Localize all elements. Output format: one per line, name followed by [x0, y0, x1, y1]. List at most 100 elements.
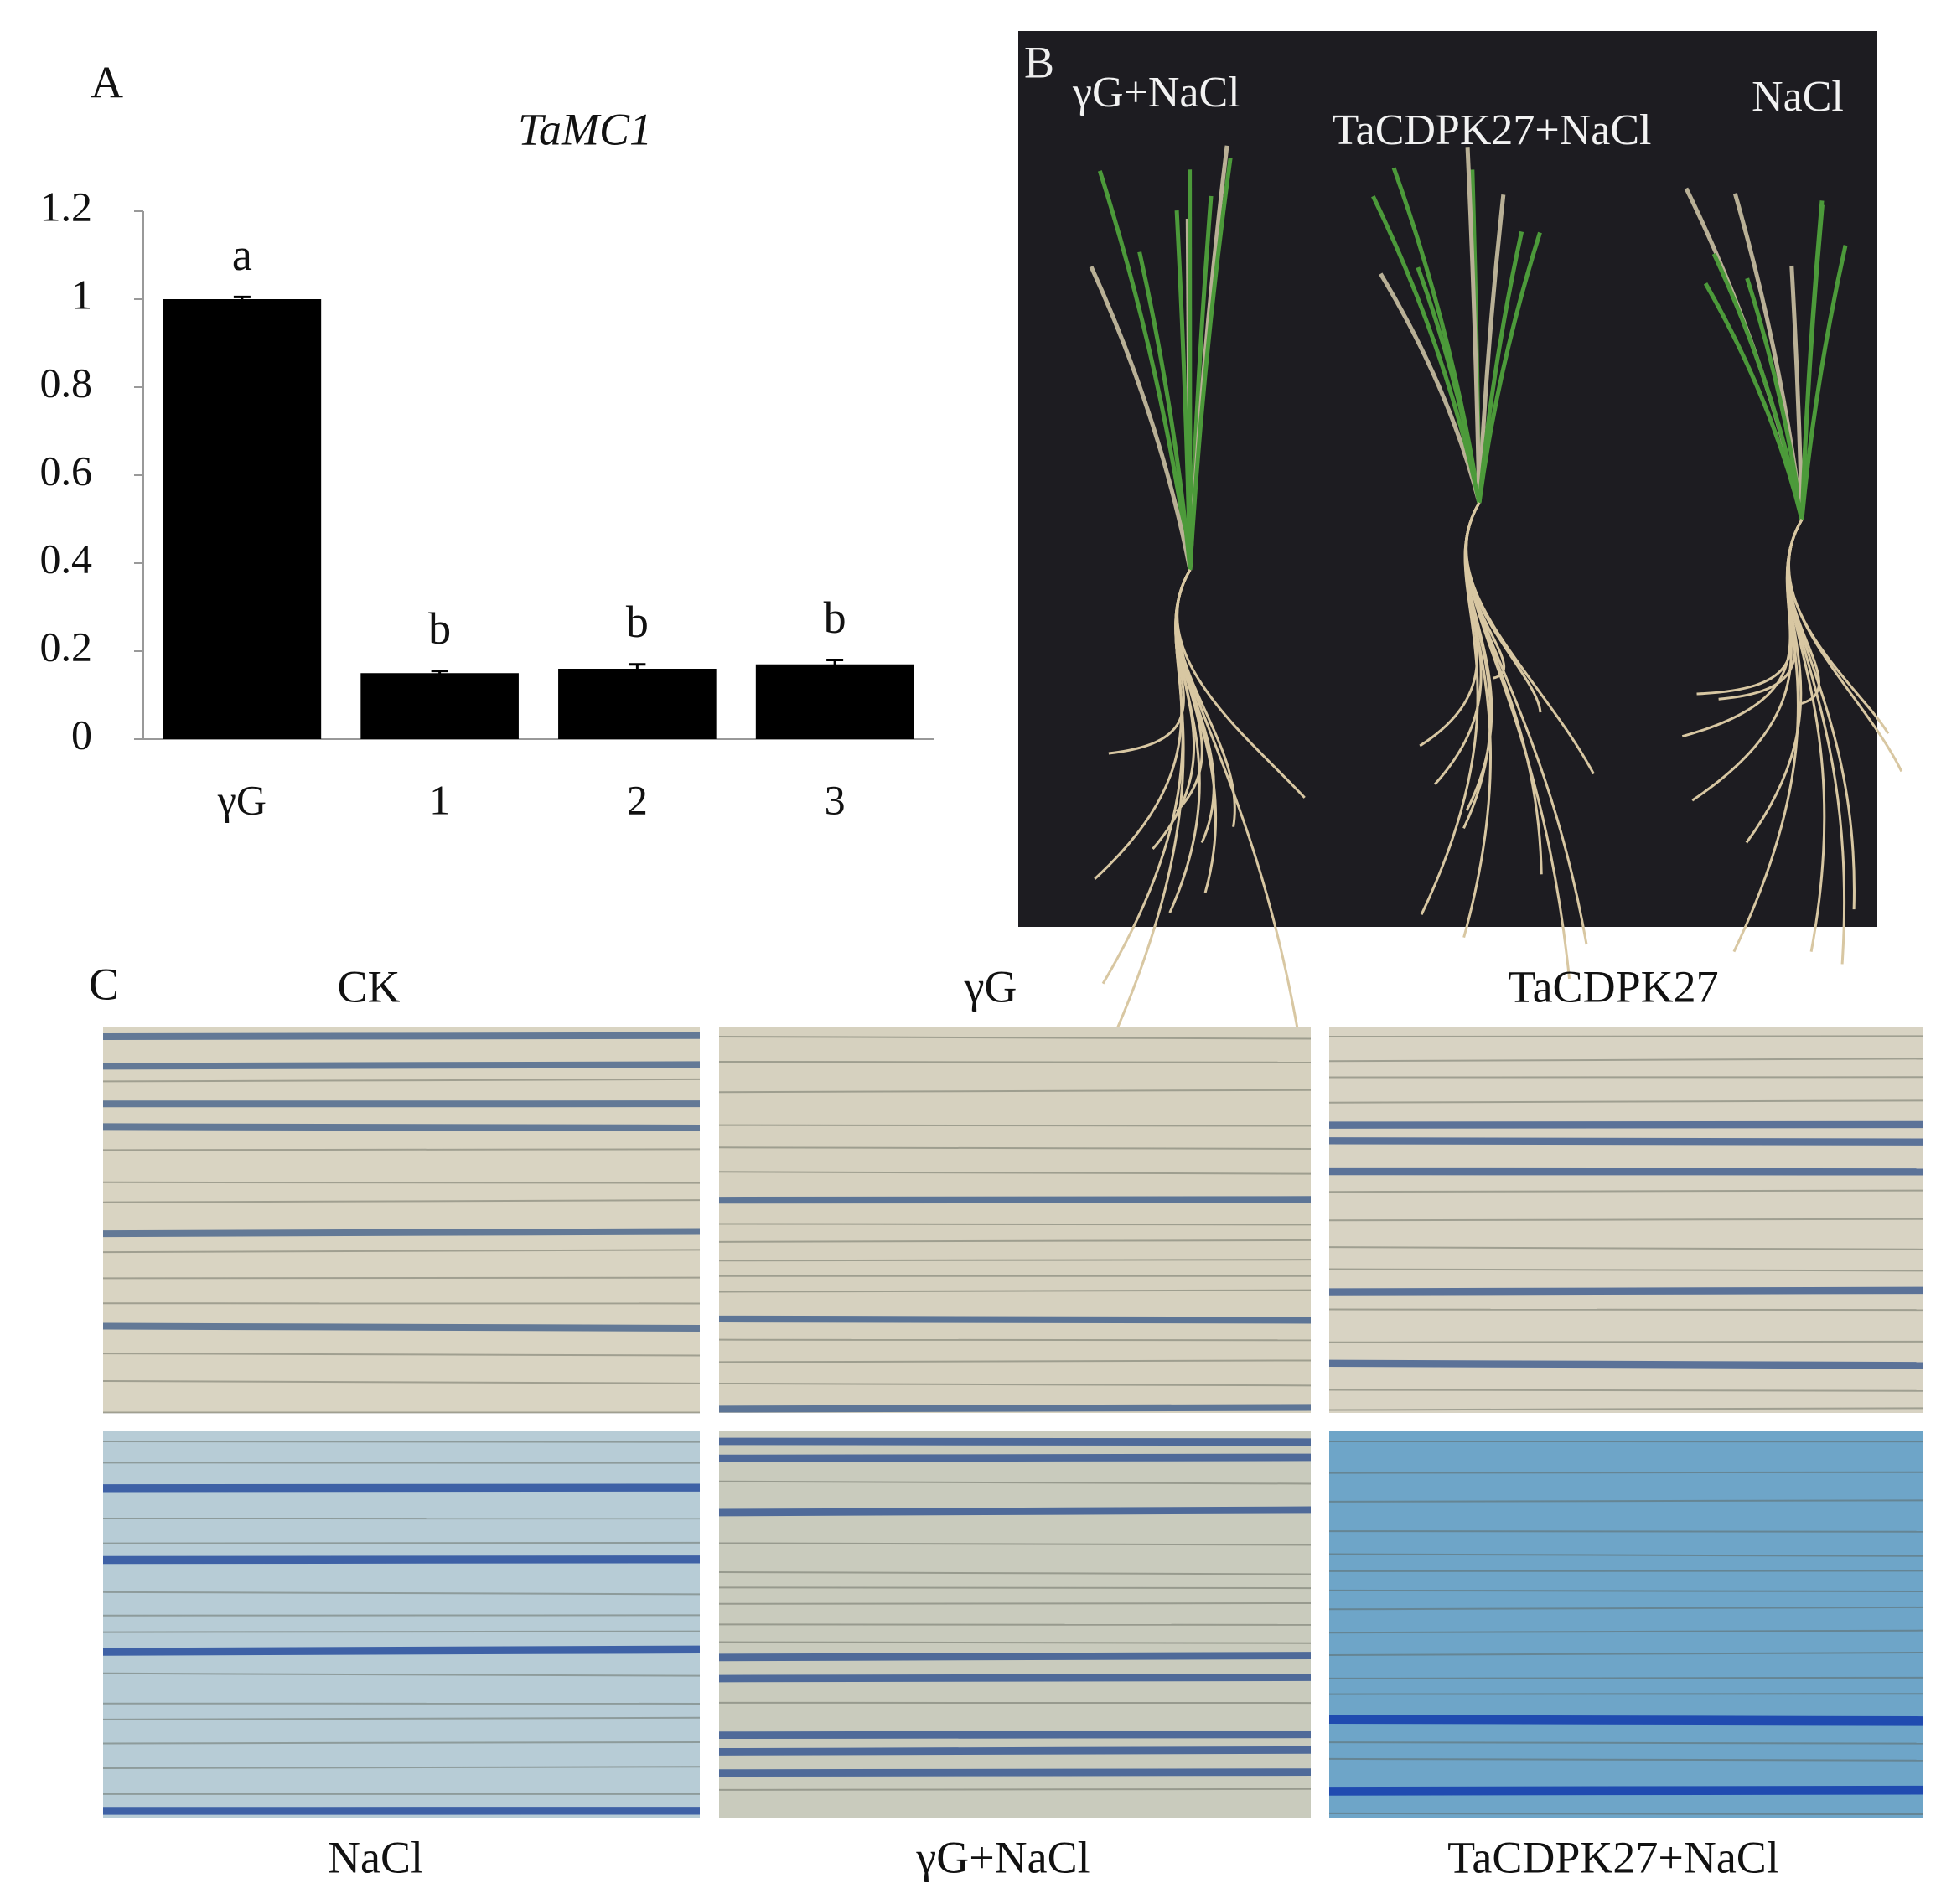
vein [1328, 1471, 1923, 1474]
vein [718, 1124, 1312, 1127]
vein [1328, 1629, 1923, 1634]
vein [1328, 1530, 1923, 1533]
leaf [1711, 252, 1804, 520]
leaf [1371, 195, 1482, 504]
vein [718, 1196, 1312, 1204]
leaf [1137, 251, 1193, 571]
panel-label: B [1024, 37, 1054, 87]
vein [1328, 1359, 1923, 1369]
panel-label: A [91, 57, 123, 107]
vein [102, 1322, 701, 1332]
micrograph [1329, 1431, 1923, 1818]
vein [1328, 1499, 1923, 1503]
vein [718, 1674, 1312, 1683]
vein [102, 1181, 701, 1184]
error-bar [629, 663, 646, 674]
row-caption: γG+NaCl [915, 1832, 1090, 1882]
panel-label: C [89, 959, 119, 1009]
column-title: TaCDPK27 [1508, 961, 1718, 1012]
x-tick-label: 1 [429, 776, 450, 823]
vein [102, 1741, 701, 1745]
leaf [1089, 266, 1193, 571]
root [1433, 502, 1483, 785]
vein [102, 1541, 701, 1544]
x-tick-label: 2 [627, 776, 648, 823]
vein [1328, 1189, 1923, 1193]
micrograph [1329, 1027, 1923, 1413]
vein [1328, 1407, 1923, 1411]
vein [718, 1289, 1312, 1293]
plant-photo [1018, 31, 1877, 927]
column-title: CK [337, 961, 400, 1012]
bar [755, 664, 914, 739]
vein [1328, 1308, 1923, 1312]
vein [718, 1089, 1312, 1094]
row-caption: TaCDPK27+NaCl [1447, 1832, 1779, 1882]
vein [1328, 1606, 1923, 1611]
vein [1328, 1268, 1923, 1272]
micrographs [102, 1027, 1923, 1818]
vein [1328, 1340, 1923, 1343]
vein [718, 1171, 1312, 1175]
leaf [1789, 265, 1804, 520]
x-tick-label: γG [217, 776, 267, 823]
vein [102, 1123, 701, 1131]
vein [102, 1276, 701, 1280]
vein [718, 1570, 1312, 1575]
vein [1328, 1286, 1923, 1296]
leaf [1391, 167, 1482, 504]
leaf [1465, 147, 1482, 504]
vein [718, 1453, 1312, 1462]
y-tick-label: 1.2 [40, 183, 93, 230]
vein [718, 1731, 1312, 1740]
vein [102, 1672, 701, 1677]
vein [718, 1404, 1312, 1413]
vein [1328, 1218, 1923, 1222]
vein [718, 1652, 1312, 1662]
vein [1328, 1389, 1923, 1392]
vein [102, 1766, 701, 1769]
vein [718, 1480, 1312, 1485]
vein [1328, 1553, 1923, 1557]
vein [1328, 1785, 1923, 1796]
y-tick-label: 0.8 [40, 359, 93, 406]
significance-letter: a [232, 230, 252, 280]
bar [558, 669, 717, 739]
column-title: γG [964, 961, 1017, 1012]
leaf [1799, 204, 1825, 520]
vein [102, 1078, 701, 1083]
vein [718, 1542, 1312, 1546]
vein [102, 1716, 701, 1720]
vein [102, 1061, 701, 1070]
root [1691, 519, 1804, 802]
chart-title: TaMC1 [518, 104, 652, 154]
vein [102, 1645, 701, 1656]
photo-caption: TaCDPK27+NaCl [1332, 106, 1651, 154]
x-tick-label: 3 [825, 776, 846, 823]
vein [718, 1623, 1312, 1626]
vein [1328, 1652, 1923, 1657]
error-bar [826, 659, 844, 669]
error-bar [431, 670, 448, 675]
y-tick-label: 0.6 [40, 447, 93, 494]
vein [1328, 1741, 1923, 1745]
vein [1328, 1099, 1923, 1104]
vein [718, 1746, 1312, 1756]
significance-letter: b [626, 597, 649, 647]
vein [718, 1768, 1312, 1777]
vein [1328, 1715, 1923, 1726]
vein [1328, 1035, 1923, 1037]
vein [718, 1315, 1312, 1324]
vein [102, 1353, 701, 1357]
vein [102, 1199, 701, 1203]
vein [718, 1382, 1312, 1387]
micrograph [103, 1027, 700, 1413]
y-tick-label: 0.2 [40, 623, 93, 670]
micrograph [103, 1431, 700, 1818]
vein [1328, 1812, 1923, 1816]
vein [102, 1148, 701, 1151]
vein [718, 1359, 1312, 1363]
vein [718, 1146, 1312, 1150]
vein [1328, 1676, 1923, 1679]
significance-letter: b [824, 592, 846, 643]
